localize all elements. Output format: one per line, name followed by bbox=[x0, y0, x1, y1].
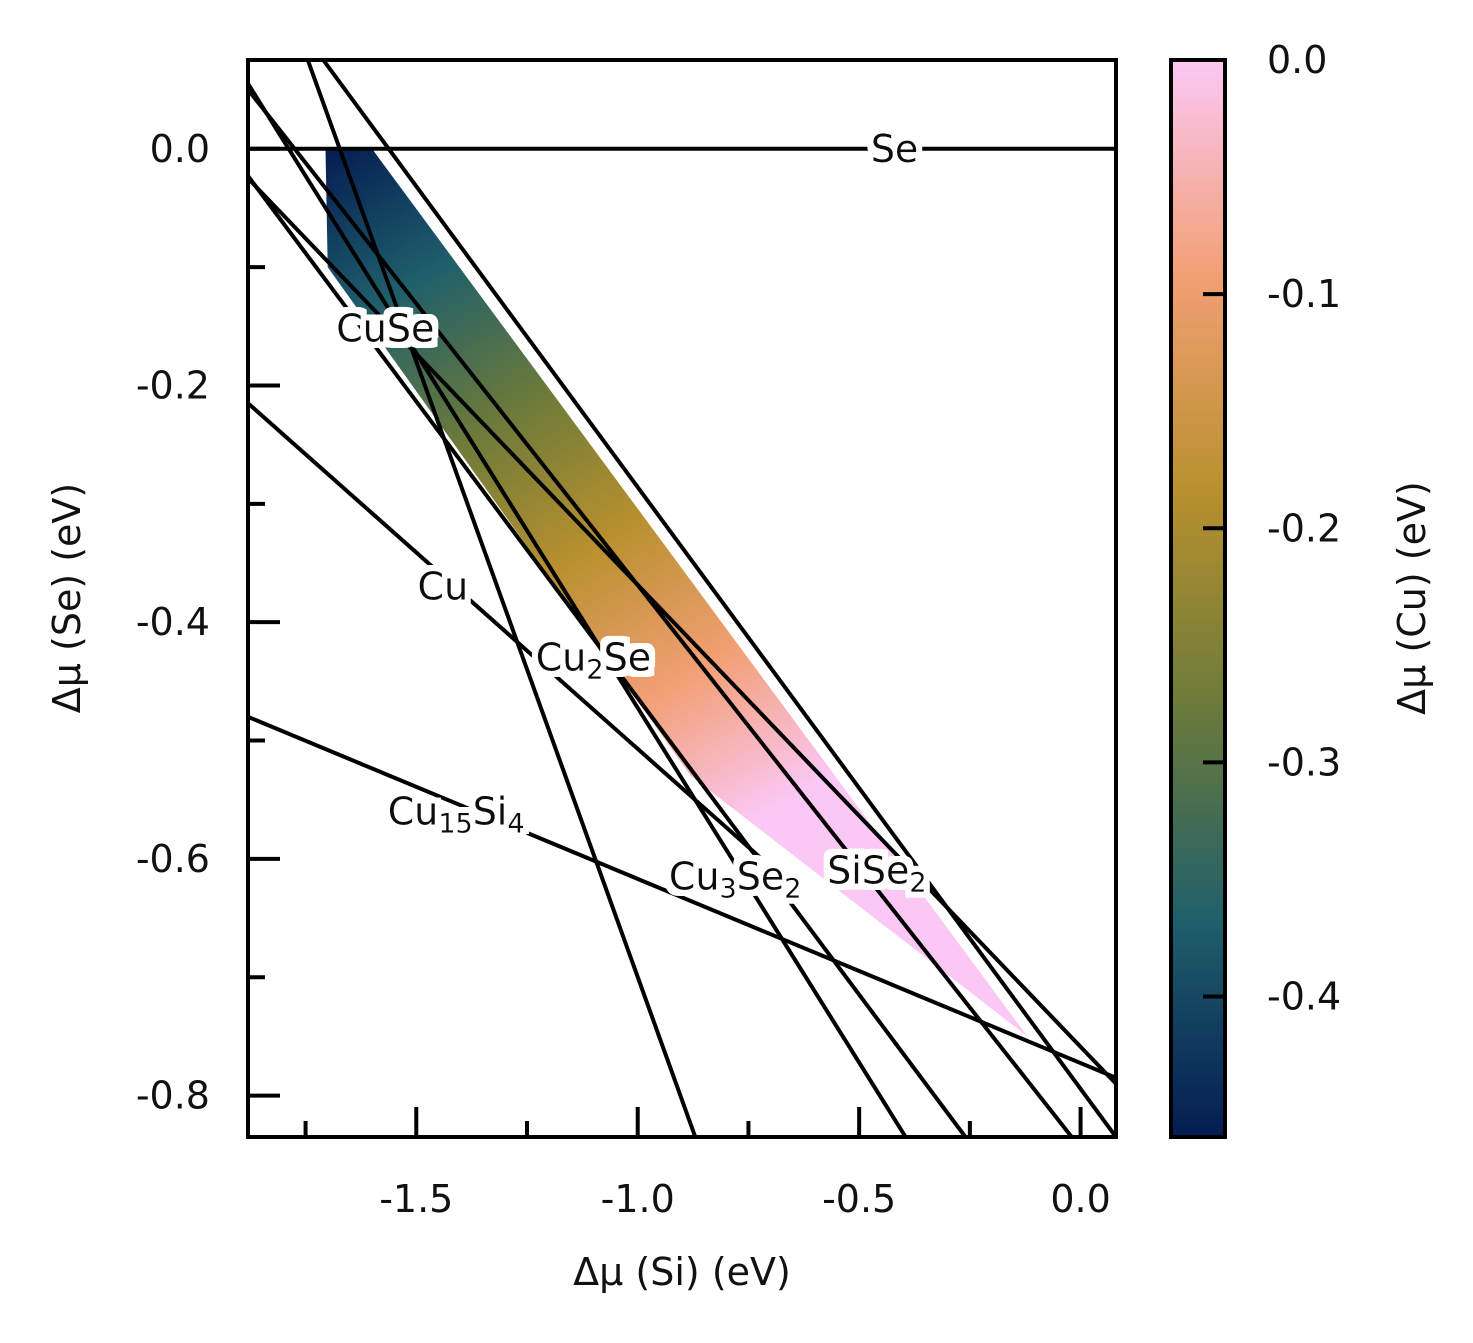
stability-region-layer bbox=[325, 148, 1028, 1037]
line-label-cu: Cu bbox=[418, 565, 469, 609]
y-axis-label: Δμ (Se) (eV) bbox=[45, 483, 89, 714]
line-label-cu2se: Cu2Se bbox=[536, 636, 651, 686]
line-label-cu3se2: Cu3Se2 bbox=[669, 855, 802, 905]
colorbar-ticks: 0.0 -0.1 -0.2 -0.3 -0.4 bbox=[1203, 38, 1341, 1019]
boundary-line-extra-1 bbox=[248, 82, 908, 1137]
line-label-se: Se bbox=[871, 127, 919, 171]
x-axis-label: Δμ (Si) (eV) bbox=[573, 1250, 791, 1294]
y-tick-label: 0.0 bbox=[150, 127, 210, 171]
boundary-line-cuse bbox=[248, 176, 1116, 1086]
boundary-lines-layer bbox=[248, 60, 1116, 1137]
boundary-line-extra-2 bbox=[248, 174, 968, 1137]
colorbar-label: Δμ (Cu) (eV) bbox=[1390, 481, 1434, 715]
y-tick-label: -0.8 bbox=[136, 1074, 210, 1118]
boundary-line-cu15si4 bbox=[248, 715, 1116, 1080]
colorbar-tick-label: 0.0 bbox=[1267, 38, 1327, 82]
y-tick-label: -0.4 bbox=[136, 600, 210, 644]
colorbar bbox=[1169, 58, 1227, 1139]
line-labels-layer: Se CuSe Cu Cu2Se Cu15Si4 Cu3Se2 SiSe2 bbox=[336, 127, 926, 905]
boundary-line-cu3se2 bbox=[305, 60, 698, 1137]
boundary-line-cu bbox=[248, 401, 764, 861]
x-tick-label: 0.0 bbox=[1050, 1177, 1110, 1221]
boundary-line-sise2 bbox=[321, 60, 1116, 1137]
x-tick-label: -1.0 bbox=[601, 1177, 675, 1221]
colorbar-tick-label: -0.3 bbox=[1267, 740, 1341, 784]
y-tick-label: -0.2 bbox=[136, 363, 210, 407]
colorbar-tick-label: -0.2 bbox=[1267, 506, 1341, 550]
colorbar-tick-label: -0.4 bbox=[1267, 975, 1341, 1019]
colorbar-tick-label: -0.1 bbox=[1267, 272, 1341, 316]
x-tick-label: -1.5 bbox=[379, 1177, 453, 1221]
y-tick-label: -0.6 bbox=[136, 837, 210, 881]
x-tick-label: -0.5 bbox=[822, 1177, 896, 1221]
line-label-sise2: SiSe2 bbox=[827, 849, 926, 899]
line-label-cu15si4: Cu15Si4 bbox=[388, 790, 525, 840]
plot-frame bbox=[246, 58, 1118, 1139]
boundary-line-cu2se bbox=[248, 88, 1074, 1137]
line-label-cuse: CuSe bbox=[336, 307, 434, 351]
ticks-layer: -1.5 -1.0 -0.5 0.0 0.0 -0.2 -0.4 -0.6 -0.8 bbox=[136, 127, 1111, 1221]
stability-region bbox=[325, 148, 1028, 1037]
